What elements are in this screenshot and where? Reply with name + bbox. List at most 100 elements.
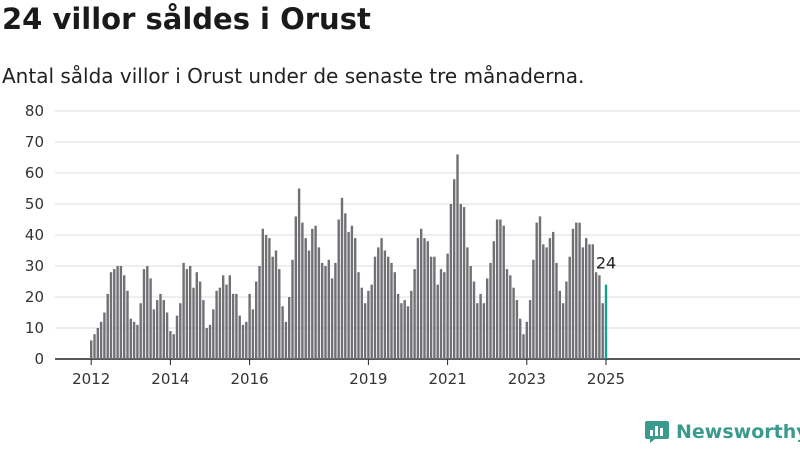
bar xyxy=(354,238,357,359)
bar xyxy=(109,272,113,359)
bar xyxy=(139,303,142,359)
chart-subtitle: Antal sålda villor i Orust under de sena… xyxy=(2,64,585,88)
bar xyxy=(165,312,169,359)
bar xyxy=(288,297,291,359)
bar xyxy=(271,256,274,359)
bar xyxy=(413,269,416,359)
bar xyxy=(585,238,588,359)
bar xyxy=(340,197,344,359)
bar xyxy=(142,269,146,359)
bar xyxy=(311,228,314,359)
bar xyxy=(169,331,172,359)
bar xyxy=(231,293,235,359)
x-tick-label: 2012 xyxy=(72,370,110,388)
bar xyxy=(360,287,363,359)
bar xyxy=(367,290,370,359)
bar xyxy=(337,219,340,359)
bar xyxy=(446,253,449,359)
bar xyxy=(304,238,307,359)
bar xyxy=(202,300,205,359)
bar xyxy=(103,312,106,359)
bar xyxy=(601,303,604,359)
last-value-label: 24 xyxy=(596,254,616,273)
bar xyxy=(406,306,410,359)
bar xyxy=(175,315,179,359)
annotations: 24 xyxy=(596,254,616,273)
bar xyxy=(380,238,383,359)
y-tick-label: 30 xyxy=(25,257,44,275)
bar xyxy=(453,179,456,359)
bar xyxy=(159,293,162,359)
bar xyxy=(307,250,311,359)
bar xyxy=(495,219,499,359)
bar xyxy=(324,266,327,359)
bar xyxy=(420,228,423,359)
y-tick-label: 0 xyxy=(34,350,44,368)
bar xyxy=(594,272,598,359)
bar xyxy=(321,262,324,359)
bar xyxy=(185,269,189,359)
bar xyxy=(423,238,426,359)
bar xyxy=(90,340,93,359)
bar xyxy=(261,228,264,359)
bar xyxy=(222,275,225,359)
bar xyxy=(301,222,304,359)
bar xyxy=(123,275,126,359)
bar xyxy=(195,272,198,359)
bar xyxy=(218,287,222,359)
bar xyxy=(512,287,515,359)
bar xyxy=(258,266,261,359)
bar xyxy=(387,256,390,359)
bar xyxy=(439,269,443,359)
bar xyxy=(482,303,486,359)
bar xyxy=(93,334,96,359)
newsworthy-logo-icon xyxy=(645,421,669,443)
bar xyxy=(466,247,469,359)
bar xyxy=(264,235,268,359)
bar xyxy=(198,281,202,359)
bar xyxy=(515,300,519,359)
bar xyxy=(284,321,288,359)
bar xyxy=(106,293,109,359)
bar xyxy=(146,266,149,359)
bar xyxy=(436,284,439,359)
bar xyxy=(542,244,545,359)
bar xyxy=(472,281,476,359)
y-tick-label: 70 xyxy=(25,133,44,151)
bar xyxy=(278,269,281,359)
newsworthy-logo-text: Newsworthy xyxy=(676,421,800,443)
bar xyxy=(469,266,472,359)
bar xyxy=(588,244,591,359)
bar xyxy=(416,238,420,359)
bar xyxy=(545,247,548,359)
bar xyxy=(525,321,528,359)
y-tick-label: 50 xyxy=(25,195,44,213)
bar xyxy=(519,318,522,359)
bar xyxy=(565,281,568,359)
bar xyxy=(558,290,561,359)
bar xyxy=(330,278,334,359)
y-axis-ticks: 0 10 20 30 40 50 60 70 80 xyxy=(25,102,44,368)
bar xyxy=(228,275,231,359)
x-tick-label: 2023 xyxy=(508,370,546,388)
bar xyxy=(205,328,208,359)
x-tick-label: 2025 xyxy=(587,370,625,388)
bar xyxy=(291,259,294,359)
bar xyxy=(182,262,185,359)
bar xyxy=(591,244,594,359)
x-tick-label: 2021 xyxy=(429,370,467,388)
y-tick-label: 60 xyxy=(25,164,44,182)
bar xyxy=(192,287,195,359)
bar xyxy=(119,266,123,359)
bar xyxy=(538,216,542,359)
bar xyxy=(509,275,512,359)
bar xyxy=(96,328,99,359)
bar xyxy=(327,259,330,359)
bar xyxy=(449,204,453,359)
x-tick-label: 2016 xyxy=(231,370,269,388)
bar xyxy=(581,247,585,359)
bar xyxy=(528,300,532,359)
bar xyxy=(462,207,466,359)
bar xyxy=(136,324,139,359)
